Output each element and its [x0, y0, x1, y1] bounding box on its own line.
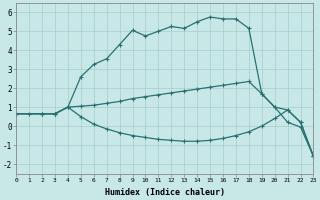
X-axis label: Humidex (Indice chaleur): Humidex (Indice chaleur): [105, 188, 225, 197]
